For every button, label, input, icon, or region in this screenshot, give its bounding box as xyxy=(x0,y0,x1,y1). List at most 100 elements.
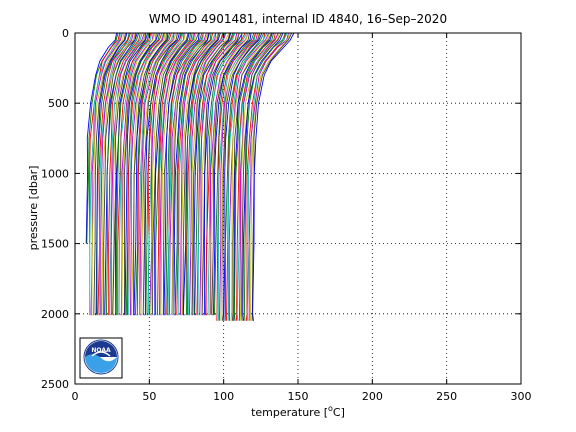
temperature-profile-line xyxy=(123,33,157,316)
temperature-profile-line xyxy=(130,33,166,316)
temperature-profile-line xyxy=(211,33,251,316)
y-ticks: 0 500 1000 1500 2000 2500 xyxy=(41,27,521,391)
temperature-profile-line xyxy=(199,33,238,316)
temperature-profile-line xyxy=(203,33,243,316)
x-axis-label-suffix: C] xyxy=(333,406,345,419)
temperature-profile-line xyxy=(180,33,219,316)
temperature-profile-line xyxy=(185,33,224,316)
temperature-profile-line xyxy=(104,33,138,316)
temperature-profile-line xyxy=(251,33,293,321)
x-tick-label: 50 xyxy=(142,390,156,403)
temperature-profile-line xyxy=(160,33,197,316)
temperature-profile-line xyxy=(100,33,134,316)
temperature-profile-line xyxy=(127,33,163,316)
temperature-profile-line xyxy=(173,33,210,316)
temperature-profile-line xyxy=(91,33,125,316)
temperature-profile-line xyxy=(236,33,276,321)
temperature-profile-line xyxy=(189,33,227,316)
temperature-profile-line xyxy=(165,33,203,316)
temperature-profile-line xyxy=(248,33,289,321)
temperature-profile-line xyxy=(201,33,240,316)
x-tick-label: 200 xyxy=(362,390,383,403)
temperature-profile-line xyxy=(155,33,192,316)
temperature-profile-line xyxy=(188,33,226,316)
temperature-profile-line xyxy=(112,33,147,316)
temperature-profile-line xyxy=(145,33,182,316)
temperature-profile-line xyxy=(194,33,234,316)
temperature-profile-line xyxy=(245,33,287,321)
logo-sky xyxy=(85,341,117,357)
temperature-profile-line xyxy=(179,33,217,316)
temperature-profile-line xyxy=(125,33,161,316)
temperature-profile-line xyxy=(217,33,257,321)
temperature-profile-line xyxy=(111,33,146,316)
temperature-profile-line xyxy=(171,33,209,316)
y-tick-label: 2500 xyxy=(41,378,69,391)
logo-text: NOAA xyxy=(91,347,111,354)
temperature-profile-line xyxy=(182,33,220,316)
grid xyxy=(75,33,521,384)
temperature-profile-line xyxy=(159,33,196,316)
noaa-logo: NOAA xyxy=(79,337,123,379)
x-tick-label: 300 xyxy=(511,390,532,403)
temperature-profile-line xyxy=(149,33,185,316)
temperature-profile-line xyxy=(118,33,153,316)
y-tick-label: 500 xyxy=(48,97,69,110)
temperature-profile-line xyxy=(140,33,175,316)
temperature-profile-line xyxy=(128,33,165,316)
temperature-profile-line xyxy=(163,33,200,316)
x-axis-label: temperature [oC] xyxy=(251,404,345,419)
temperature-profile-line xyxy=(86,33,119,244)
temperature-profile-line xyxy=(96,33,130,316)
temperature-profile-line xyxy=(224,33,265,321)
temperature-profile-line xyxy=(172,33,210,316)
temperature-profile-line xyxy=(107,33,141,316)
temperature-profile-line xyxy=(219,33,258,321)
temperature-profile-line xyxy=(135,33,171,316)
chart-title: WMO ID 4901481, internal ID 4840, 16–Sep… xyxy=(149,12,447,26)
temperature-profile-line xyxy=(150,33,187,316)
temperature-profile-line xyxy=(246,33,288,321)
temperature-profile-line xyxy=(97,33,131,316)
temperature-profile-line xyxy=(124,33,159,316)
temperature-profile-line xyxy=(103,33,137,316)
temperature-profile-line xyxy=(209,33,249,316)
temperature-profile-line xyxy=(130,33,165,316)
temperature-profile-line xyxy=(174,33,212,316)
y-tick-label: 1500 xyxy=(41,238,69,251)
temperature-profile-line xyxy=(133,33,169,316)
temperature-profile-line xyxy=(233,33,273,321)
temperature-profile-line xyxy=(221,33,261,321)
temperature-profile-line xyxy=(214,33,255,316)
temperature-profile-line xyxy=(106,33,140,316)
temperature-profile-line xyxy=(115,33,150,316)
temperature-profile-line xyxy=(142,33,178,316)
temperature-profile-line xyxy=(140,33,177,316)
y-tick-label: 2000 xyxy=(41,308,69,321)
temperature-profile-line xyxy=(186,33,225,316)
temperature-profile-line xyxy=(138,33,175,316)
temperature-profile-line xyxy=(101,33,136,316)
temperature-profile-line xyxy=(93,33,126,316)
temperature-profile-line xyxy=(213,33,252,316)
y-tick-label: 1000 xyxy=(41,167,69,180)
y-axis-label: pressure [dbar] xyxy=(27,166,40,251)
temperature-profile-line xyxy=(252,33,295,321)
temperature-profile-line xyxy=(242,33,284,321)
temperature-profile-line xyxy=(220,33,260,321)
x-axis-label-degree: o xyxy=(328,404,333,413)
temperature-profile-line xyxy=(228,33,270,321)
temperature-profile-line xyxy=(216,33,256,321)
temperature-profile-line xyxy=(94,33,128,316)
temperature-profile-line xyxy=(167,33,205,316)
temperature-profile-line xyxy=(117,33,152,316)
temperature-profile-line xyxy=(114,33,149,316)
temperature-profile-line xyxy=(108,33,143,316)
temperature-profile-line xyxy=(156,33,193,316)
temperature-profile-line xyxy=(85,33,118,244)
temperature-profile-line xyxy=(178,33,216,316)
temperature-profile-line xyxy=(240,33,280,321)
temperature-profile-line xyxy=(250,33,291,321)
profiles xyxy=(85,33,295,321)
